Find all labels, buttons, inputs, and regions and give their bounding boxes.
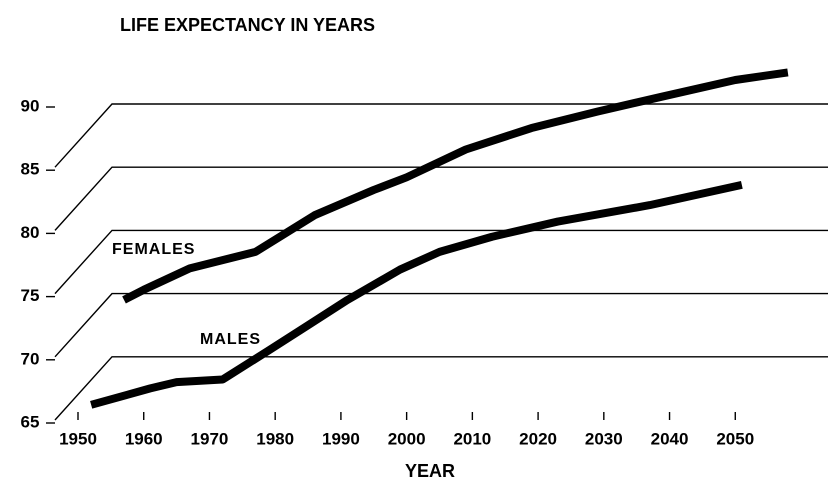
x-tick-label: 2040 (651, 429, 689, 448)
x-tick-label: 2000 (388, 429, 426, 448)
x-tick-label: 2030 (585, 429, 623, 448)
y-tick-label: 70 (21, 349, 40, 368)
grid-line (54, 103, 828, 168)
x-tick-label: 2050 (716, 429, 754, 448)
y-tick-label: 65 (21, 412, 40, 431)
x-tick-label: 1950 (59, 429, 97, 448)
y-tick-label: 90 (21, 96, 40, 115)
x-tick-label: 1990 (322, 429, 360, 448)
series-label: MALES (200, 331, 261, 348)
x-axis-label: YEAR (405, 461, 455, 481)
grid-line (54, 356, 828, 421)
grid-line (54, 229, 828, 295)
grid-line (54, 166, 828, 231)
x-tick-label: 2010 (453, 429, 491, 448)
x-tick-label: 1960 (125, 429, 163, 448)
x-tick-label: 2020 (519, 429, 557, 448)
grid-line (54, 292, 828, 358)
chart-title: LIFE EXPECTANCY IN YEARS (120, 15, 375, 35)
x-tick-label: 1980 (256, 429, 294, 448)
x-tick-label: 1970 (191, 429, 229, 448)
series-line (122, 68, 789, 304)
y-tick-label: 85 (21, 160, 40, 179)
series-label: FEMALES (112, 241, 195, 258)
y-tick-label: 75 (21, 286, 40, 305)
y-tick-label: 80 (21, 223, 40, 242)
series-line (90, 180, 743, 409)
